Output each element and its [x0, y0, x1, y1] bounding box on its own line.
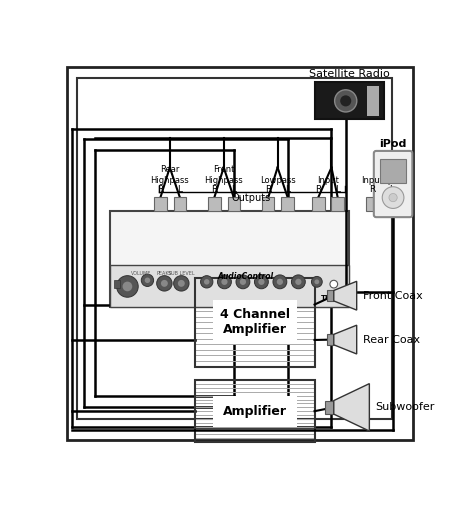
FancyBboxPatch shape — [110, 211, 349, 307]
Circle shape — [273, 275, 287, 289]
Text: L: L — [335, 185, 340, 194]
Circle shape — [240, 279, 246, 285]
Text: Rear Coax: Rear Coax — [363, 335, 420, 345]
Bar — [366, 197, 378, 211]
Text: PEAKS: PEAKS — [156, 271, 172, 276]
Bar — [195, 380, 315, 442]
Bar — [315, 83, 384, 119]
Text: Outputs: Outputs — [232, 193, 271, 203]
Bar — [262, 197, 274, 211]
Circle shape — [221, 279, 228, 285]
Bar — [155, 197, 167, 211]
Bar — [173, 197, 186, 211]
Bar — [312, 197, 325, 211]
Bar — [228, 197, 240, 211]
Circle shape — [295, 279, 301, 285]
Circle shape — [161, 280, 168, 287]
Circle shape — [330, 280, 337, 288]
Bar — [385, 197, 398, 211]
Text: R: R — [369, 185, 375, 194]
Text: L: L — [285, 185, 290, 194]
Circle shape — [255, 275, 268, 289]
Circle shape — [258, 279, 264, 285]
Text: SUB LEVEL: SUB LEVEL — [168, 271, 195, 276]
Bar — [208, 197, 220, 211]
Circle shape — [141, 274, 154, 286]
Bar — [331, 197, 344, 211]
Circle shape — [292, 275, 305, 289]
Circle shape — [277, 279, 283, 285]
Bar — [380, 159, 406, 183]
Circle shape — [236, 275, 250, 289]
Polygon shape — [334, 325, 357, 354]
Text: 4 Channel
Amplifier: 4 Channel Amplifier — [220, 308, 290, 336]
Text: AudioControl: AudioControl — [217, 272, 273, 281]
Text: Input: Input — [317, 176, 338, 185]
Circle shape — [314, 279, 319, 284]
Text: Rear
Highpass: Rear Highpass — [150, 165, 189, 185]
Text: Aux
Input: Aux Input — [381, 165, 402, 185]
Text: R: R — [315, 185, 321, 194]
Circle shape — [204, 279, 210, 284]
Bar — [195, 278, 315, 367]
Circle shape — [382, 187, 404, 208]
Text: L: L — [389, 185, 394, 194]
Circle shape — [173, 276, 189, 291]
Text: Subwoofer: Subwoofer — [375, 403, 435, 412]
Bar — [213, 300, 297, 344]
Text: VOLUME: VOLUME — [131, 271, 152, 276]
Circle shape — [201, 276, 213, 288]
Text: R: R — [157, 185, 164, 194]
Circle shape — [145, 277, 150, 283]
FancyBboxPatch shape — [374, 151, 412, 217]
Text: Front
Highpass: Front Highpass — [204, 165, 243, 185]
Polygon shape — [334, 384, 369, 431]
Circle shape — [389, 194, 397, 202]
Text: Amplifier: Amplifier — [223, 405, 287, 418]
Text: L: L — [231, 185, 236, 194]
Text: THREE.2: THREE.2 — [321, 295, 354, 301]
Text: R: R — [211, 185, 218, 194]
Bar — [325, 401, 334, 414]
Text: iPod: iPod — [379, 139, 407, 150]
Circle shape — [117, 276, 138, 297]
Circle shape — [335, 90, 357, 112]
Polygon shape — [334, 281, 357, 310]
Text: Lowpass: Lowpass — [260, 176, 295, 185]
Text: Satellite Radio: Satellite Radio — [309, 68, 390, 79]
Circle shape — [340, 95, 351, 106]
Circle shape — [157, 276, 172, 291]
Circle shape — [178, 280, 185, 287]
Bar — [282, 197, 294, 211]
Bar — [213, 396, 297, 426]
Text: L: L — [177, 185, 182, 194]
Circle shape — [218, 275, 231, 289]
Bar — [114, 280, 120, 288]
Bar — [327, 334, 334, 345]
Text: R: R — [265, 185, 272, 194]
Text: Front Coax: Front Coax — [363, 291, 423, 301]
Circle shape — [311, 276, 322, 287]
Bar — [366, 86, 379, 116]
Circle shape — [123, 281, 132, 292]
Bar — [110, 265, 349, 307]
Bar — [327, 291, 334, 301]
Bar — [77, 78, 392, 419]
Text: Input: Input — [361, 176, 383, 185]
